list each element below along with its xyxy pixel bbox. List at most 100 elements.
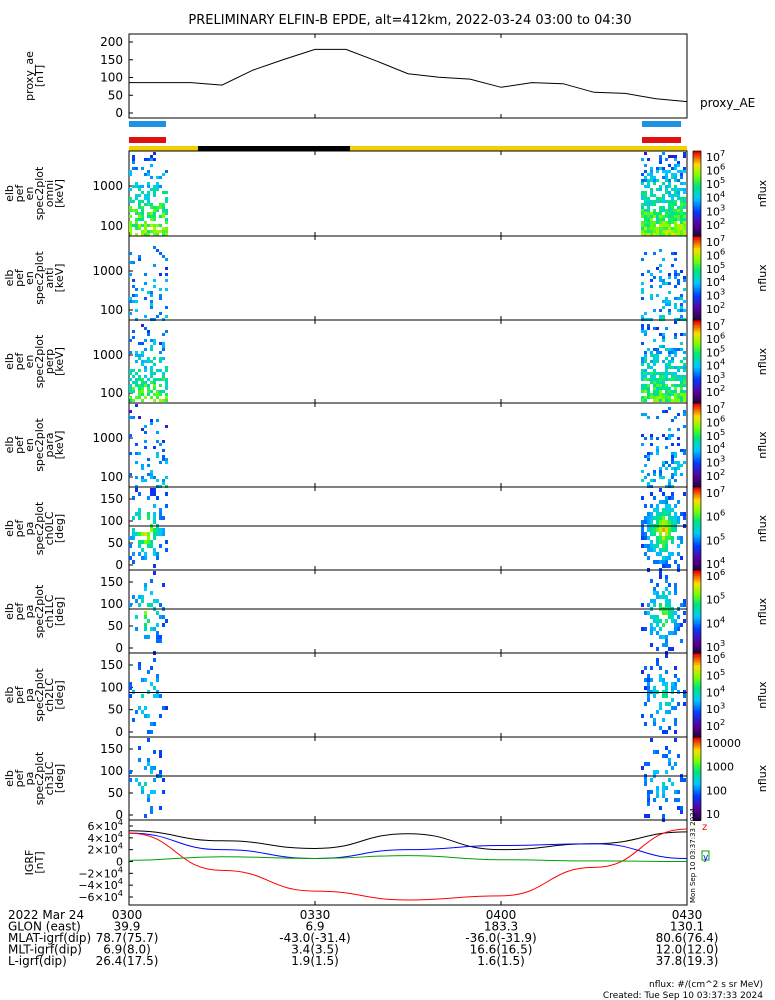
spectrogram-cell	[156, 496, 159, 500]
spectrogram-cell	[674, 627, 677, 631]
spectrogram-cell	[138, 396, 141, 399]
spectrogram-cell	[144, 611, 147, 615]
spectrogram-cell	[653, 348, 656, 351]
colorbar-tick-label: 102	[706, 717, 725, 733]
spectrogram-cell	[668, 504, 671, 508]
spectrogram-cell	[662, 315, 665, 318]
spectrogram-cell	[659, 470, 662, 473]
spectrogram-cell	[641, 387, 644, 390]
spectrogram-cell	[135, 443, 138, 446]
spectrogram-cell	[680, 270, 683, 273]
spectrogram-cell	[147, 197, 150, 200]
spectrogram-cell	[641, 396, 644, 399]
spectrogram-cell	[129, 770, 132, 774]
axis-label: pef	[13, 435, 26, 454]
spectrogram-cell	[129, 452, 132, 455]
spectrogram-cell	[662, 560, 665, 564]
spectrogram-cell	[153, 790, 156, 794]
spectrogram-cell	[674, 455, 677, 458]
spectrogram-cell	[129, 416, 132, 419]
tick-base: 10	[706, 236, 720, 249]
colorbar-segment	[693, 159, 701, 161]
colorbar-segment	[693, 419, 701, 421]
axis-label: en	[23, 355, 36, 369]
tick-base: 10	[706, 487, 720, 500]
spectrogram-cell	[680, 603, 683, 607]
spectrogram-cell	[668, 206, 671, 209]
colorbar-segment	[693, 695, 701, 697]
science-zone-bar-blue	[642, 121, 681, 127]
y-tick-label: 0	[115, 808, 123, 822]
spectrogram-cell	[141, 363, 144, 366]
spectrogram-cell	[674, 396, 677, 399]
spectrogram-cell	[165, 619, 168, 623]
spectrogram-cell	[656, 615, 659, 619]
spectrogram-cell	[653, 393, 656, 396]
spectrogram-cell	[138, 188, 141, 191]
spectrogram-cell	[683, 357, 686, 360]
axis-label: spec2plot	[33, 418, 46, 472]
spectrogram-cell	[662, 492, 665, 496]
spectrogram-cell	[662, 500, 665, 504]
spectrogram-cell	[668, 387, 671, 390]
colorbar-segment	[693, 252, 701, 254]
spectrogram-cell	[156, 233, 159, 236]
spectrogram-cell	[644, 678, 647, 682]
colorbar-label: nflux	[756, 431, 769, 459]
colorbar-segment	[693, 318, 701, 320]
spectrogram-cell	[650, 173, 653, 176]
spectrogram-cell	[674, 273, 677, 276]
spectrogram-cell	[653, 479, 656, 482]
spectrogram-cell	[165, 218, 168, 221]
spectrogram-cell	[650, 294, 653, 297]
spectrogram-cell	[153, 488, 156, 492]
colorbar-segment	[693, 733, 701, 735]
spectrogram-cell	[653, 470, 656, 473]
colorbar-segment	[693, 437, 701, 439]
spectrogram-cell	[644, 194, 647, 197]
spectrogram-cell	[138, 215, 141, 218]
spectrogram-cell	[665, 282, 668, 285]
spectrogram-cell	[665, 185, 668, 188]
footer-value: 130.1	[670, 920, 704, 934]
spectrogram-cell	[647, 209, 650, 212]
spectrogram-cell	[671, 611, 674, 615]
spectrogram-cell	[162, 516, 165, 520]
spectrogram-cell	[138, 512, 141, 516]
tick-exponent: 3	[720, 287, 725, 297]
spectrogram-cell	[147, 512, 150, 516]
spectrogram-cell	[153, 552, 156, 556]
axis-label: [keV]	[53, 179, 66, 208]
spectrogram-cell	[165, 170, 168, 173]
spectrogram-cell	[641, 282, 644, 285]
spectrogram-cell	[662, 635, 665, 639]
spectrogram-cell	[144, 540, 147, 544]
spectrogram-cell	[156, 635, 159, 639]
spectrogram-cell	[165, 258, 168, 261]
spectrogram-cell	[650, 224, 653, 227]
spectrogram-cell	[159, 297, 162, 300]
spectrogram-cell	[668, 532, 671, 536]
spectrogram-cell	[147, 496, 150, 500]
spectrogram-cell	[653, 363, 656, 366]
colorbar-segment	[693, 449, 701, 451]
spectrogram-cell	[129, 399, 132, 402]
spectrogram-cell	[671, 173, 674, 176]
spectrogram-cell	[650, 360, 653, 363]
spectrogram-cell	[647, 682, 650, 686]
spectrogram-cell	[668, 221, 671, 224]
colorbar-segment	[693, 787, 701, 789]
spectrogram-cell	[677, 179, 680, 182]
spectrogram-cell	[162, 528, 165, 532]
spectrogram-cell	[650, 790, 653, 794]
spectrogram-cell	[129, 297, 132, 300]
axis-label: anti	[43, 267, 56, 288]
spectrogram-cell	[153, 476, 156, 479]
spectrogram-cell	[644, 504, 647, 508]
spectrogram-cell	[153, 158, 156, 161]
spectrogram-cell	[641, 603, 644, 607]
spectrogram-cell	[650, 203, 653, 206]
